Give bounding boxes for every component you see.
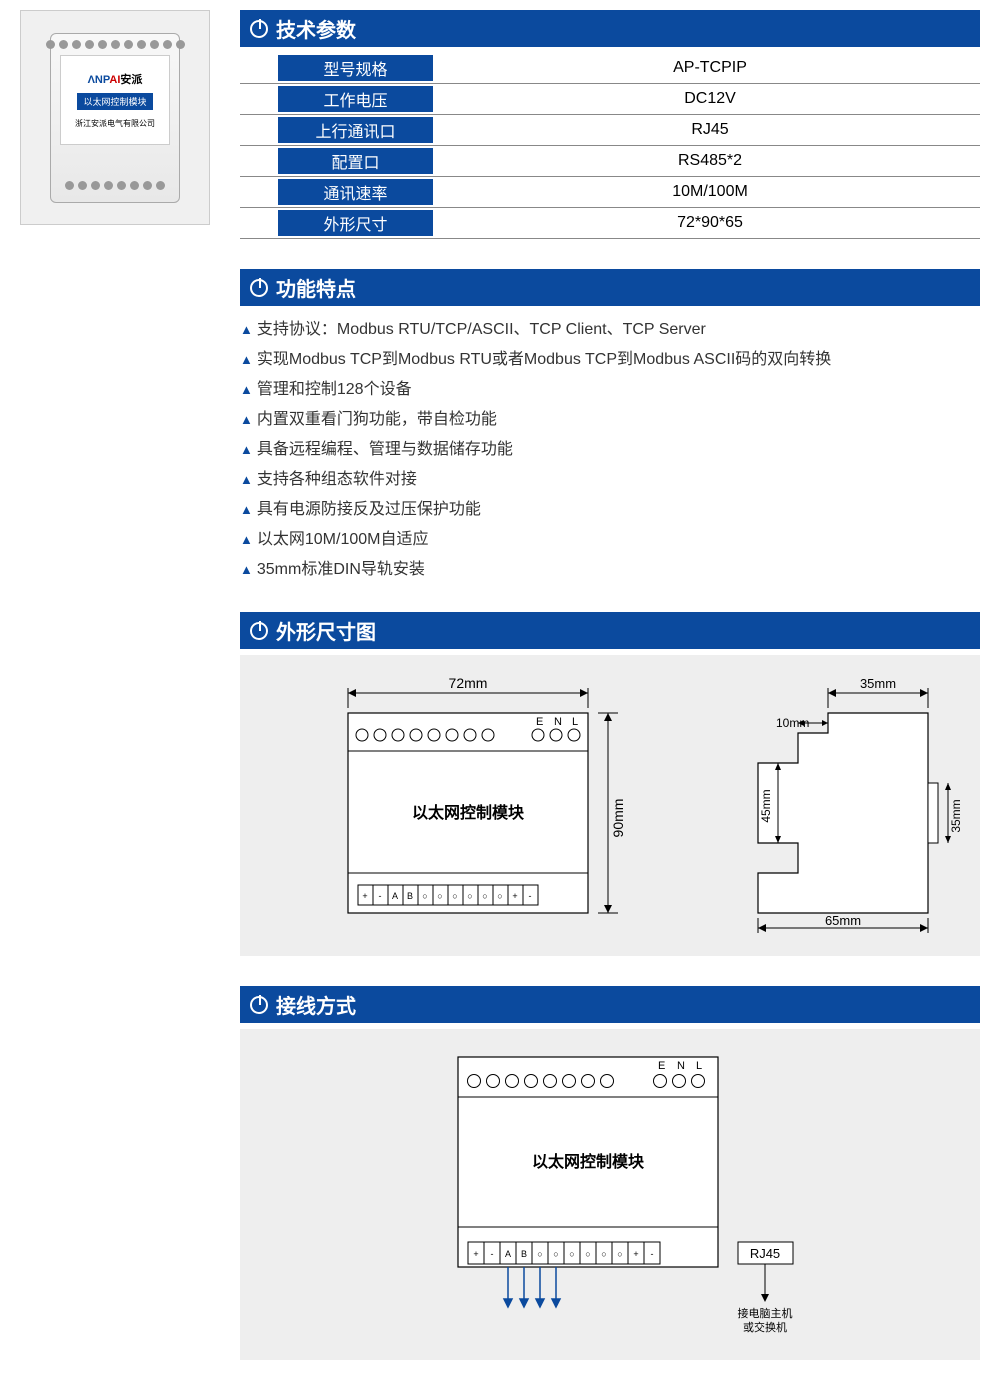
wiring-diagram: E N L 以太网控制模块 + - AB ○ ○ ○ ○ ○ ○ + - RJ45	[240, 1029, 980, 1360]
rj45-label: RJ45	[750, 1246, 780, 1261]
rj45-note1: 接电脑主机	[738, 1306, 793, 1320]
company-name: 浙江安派电气有限公司	[75, 118, 155, 129]
spec-value: 72*90*65	[440, 208, 980, 239]
spec-label: 外形尺寸	[278, 210, 433, 236]
specs-header: 技术参数	[240, 10, 980, 47]
feature-item: ▲管理和控制128个设备	[240, 372, 980, 402]
spec-label: 上行通讯口	[278, 117, 433, 143]
svg-text:-: -	[529, 891, 532, 901]
dimensions-diagram: 72mm E N L 以太网控制模块 +-AB○○○○○○+-	[240, 655, 980, 956]
spec-row: 工作电压 DC12V	[240, 84, 980, 115]
module-text: 以太网控制模块	[412, 803, 525, 822]
device-illustration: ΛNPAI安派 以太网控制模块 浙江安派电气有限公司	[50, 33, 180, 203]
feature-list: ▲支持协议：Modbus RTU/TCP/ASCII、TCP Client、TC…	[240, 306, 980, 582]
wiring-title: 接线方式	[276, 990, 356, 1019]
svg-text:○: ○	[601, 1249, 606, 1259]
svg-text:+: +	[362, 891, 367, 901]
svg-text:○: ○	[437, 891, 442, 901]
triangle-icon: ▲	[240, 472, 253, 487]
spec-row: 通讯速率 10M/100M	[240, 177, 980, 208]
specs-table: 型号规格 AP-TCPIP工作电压 DC12V上行通讯口 RJ45配置口 RS4…	[240, 53, 980, 239]
dim-35b: 35mm	[949, 799, 963, 832]
svg-text:A: A	[392, 891, 398, 901]
triangle-icon: ▲	[240, 442, 253, 457]
feature-item: ▲具有电源防接反及过压保护功能	[240, 492, 980, 522]
spec-value: AP-TCPIP	[440, 53, 980, 84]
dim-35: 35mm	[860, 676, 896, 691]
wpin-n: N	[677, 1060, 685, 1072]
svg-text:○: ○	[482, 891, 487, 901]
spec-label: 工作电压	[278, 86, 433, 112]
svg-text:○: ○	[585, 1249, 590, 1259]
spec-row: 外形尺寸 72*90*65	[240, 208, 980, 239]
svg-text:○: ○	[467, 891, 472, 901]
dimensions-title: 外形尺寸图	[276, 616, 376, 645]
wpin-l: L	[696, 1060, 702, 1072]
dim-height: 90mm	[610, 799, 626, 838]
power-icon	[250, 996, 268, 1014]
spec-row: 上行通讯口 RJ45	[240, 115, 980, 146]
pin-e: E	[536, 716, 543, 728]
svg-text:+: +	[633, 1249, 638, 1259]
feature-item: ▲具备远程编程、管理与数据储存功能	[240, 432, 980, 462]
spec-value: RJ45	[440, 115, 980, 146]
spec-label: 配置口	[278, 148, 433, 174]
triangle-icon: ▲	[240, 352, 253, 367]
spec-value: 10M/100M	[440, 177, 980, 208]
spec-row: 配置口 RS485*2	[240, 146, 980, 177]
power-icon	[250, 20, 268, 38]
svg-text:+: +	[512, 891, 517, 901]
features-header: 功能特点	[240, 269, 980, 306]
svg-text:+: +	[473, 1249, 478, 1259]
dim-65: 65mm	[825, 913, 861, 928]
wiring-module-text: 以太网控制模块	[532, 1152, 645, 1171]
svg-text:○: ○	[537, 1249, 542, 1259]
pin-n: N	[554, 716, 562, 728]
dim-width: 72mm	[449, 675, 488, 691]
wiring-header: 接线方式	[240, 986, 980, 1023]
triangle-icon: ▲	[240, 412, 253, 427]
triangle-icon: ▲	[240, 532, 253, 547]
power-icon	[250, 622, 268, 640]
product-photo: ΛNPAI安派 以太网控制模块 浙江安派电气有限公司	[20, 10, 210, 225]
svg-text:○: ○	[422, 891, 427, 901]
triangle-icon: ▲	[240, 322, 253, 337]
svg-text:○: ○	[617, 1249, 622, 1259]
svg-text:-: -	[651, 1249, 654, 1259]
triangle-icon: ▲	[240, 382, 253, 397]
feature-item: ▲35mm标准DIN导轨安装	[240, 552, 980, 582]
svg-text:B: B	[521, 1249, 527, 1259]
feature-item: ▲以太网10M/100M自适应	[240, 522, 980, 552]
svg-text:○: ○	[569, 1249, 574, 1259]
spec-value: RS485*2	[440, 146, 980, 177]
svg-text:A: A	[505, 1249, 511, 1259]
spec-label: 型号规格	[278, 55, 433, 81]
spec-row: 型号规格 AP-TCPIP	[240, 53, 980, 84]
dim-10: 10mm	[776, 716, 809, 730]
feature-item: ▲支持协议：Modbus RTU/TCP/ASCII、TCP Client、TC…	[240, 312, 980, 342]
dimensions-header: 外形尺寸图	[240, 612, 980, 649]
module-label: 以太网控制模块	[77, 93, 152, 110]
spec-label: 通讯速率	[278, 179, 433, 205]
brand-logo: ΛNPAI安派	[88, 71, 143, 87]
svg-text:○: ○	[553, 1249, 558, 1259]
svg-text:-: -	[379, 891, 382, 901]
triangle-icon: ▲	[240, 502, 253, 517]
triangle-icon: ▲	[240, 562, 253, 577]
svg-text:B: B	[407, 891, 413, 901]
spec-value: DC12V	[440, 84, 980, 115]
svg-text:-: -	[491, 1249, 494, 1259]
dim-45: 45mm	[759, 789, 773, 822]
feature-item: ▲实现Modbus TCP到Modbus RTU或者Modbus TCP到Mod…	[240, 342, 980, 372]
pin-l: L	[572, 716, 578, 728]
svg-text:○: ○	[497, 891, 502, 901]
feature-item: ▲内置双重看门狗功能，带自检功能	[240, 402, 980, 432]
rj45-note2: 或交换机	[743, 1320, 787, 1334]
wpin-e: E	[658, 1060, 665, 1072]
power-icon	[250, 279, 268, 297]
features-title: 功能特点	[276, 273, 356, 302]
feature-item: ▲支持各种组态软件对接	[240, 462, 980, 492]
svg-text:○: ○	[452, 891, 457, 901]
specs-title: 技术参数	[276, 14, 356, 43]
